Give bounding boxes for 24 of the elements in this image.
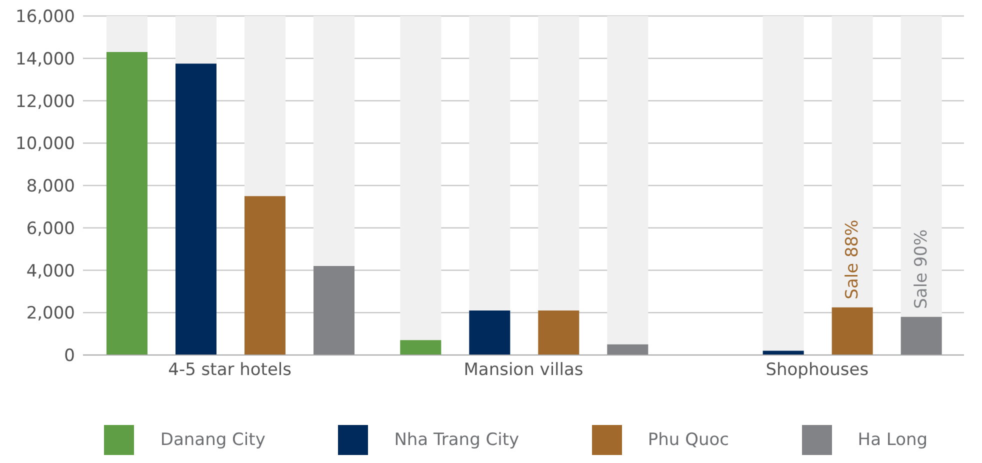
legend-label: Nha Trang City xyxy=(394,430,520,450)
x-tick-label: Shophouses xyxy=(766,360,869,380)
bar xyxy=(607,344,648,355)
x-tick-label: Mansion villas xyxy=(464,360,584,380)
legend-label: Ha Long xyxy=(858,430,928,450)
y-tick-label: 4,000 xyxy=(26,261,75,282)
bar xyxy=(832,307,873,355)
y-tick-label: 0 xyxy=(64,346,75,366)
legend-label: Danang City xyxy=(160,430,266,450)
y-tick-label: 8,000 xyxy=(26,176,75,197)
x-tick-label: 4-5 star hotels xyxy=(168,360,292,380)
y-tick-label: 10,000 xyxy=(16,134,75,154)
bar xyxy=(400,340,442,355)
legend-label: Phu Quoc xyxy=(648,430,729,450)
y-tick-label: 6,000 xyxy=(26,218,75,239)
y-tick-label: 16,000 xyxy=(16,7,75,28)
y-tick-label: 2,000 xyxy=(26,304,75,324)
bar xyxy=(900,316,942,355)
y-tick-label: 12,000 xyxy=(16,92,75,112)
bar xyxy=(469,310,510,355)
bar xyxy=(538,310,580,355)
data-label: Sale 90% xyxy=(911,229,932,309)
data-label: Sale 88% xyxy=(842,220,862,300)
y-tick-label: 14,000 xyxy=(16,49,75,70)
